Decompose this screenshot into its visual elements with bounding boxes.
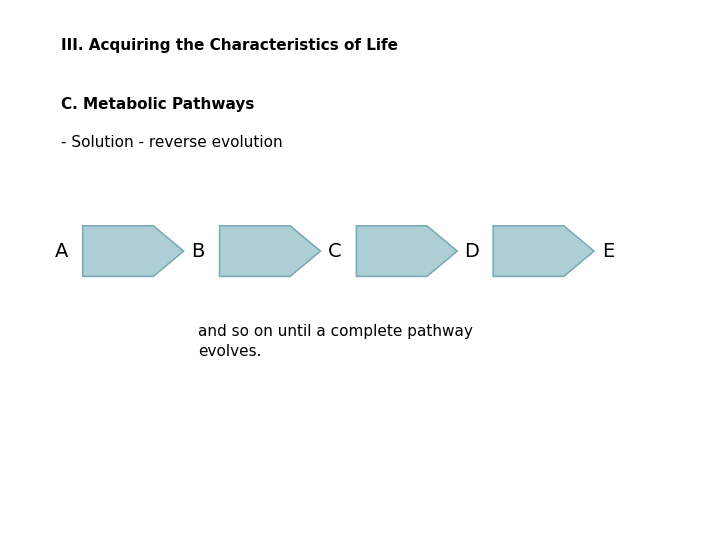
Text: III. Acquiring the Characteristics of Life: III. Acquiring the Characteristics of Li… <box>61 38 398 53</box>
Text: - Solution - reverse evolution: - Solution - reverse evolution <box>61 135 283 150</box>
Text: C. Metabolic Pathways: C. Metabolic Pathways <box>61 97 255 112</box>
Text: E: E <box>602 241 615 261</box>
Polygon shape <box>356 226 457 276</box>
Text: D: D <box>464 241 479 261</box>
Polygon shape <box>220 226 320 276</box>
Text: and so on until a complete pathway
evolves.: and so on until a complete pathway evolv… <box>198 324 473 359</box>
Text: A: A <box>55 241 68 261</box>
Text: C: C <box>328 241 341 261</box>
Polygon shape <box>83 226 184 276</box>
Polygon shape <box>493 226 594 276</box>
Text: B: B <box>192 241 204 261</box>
